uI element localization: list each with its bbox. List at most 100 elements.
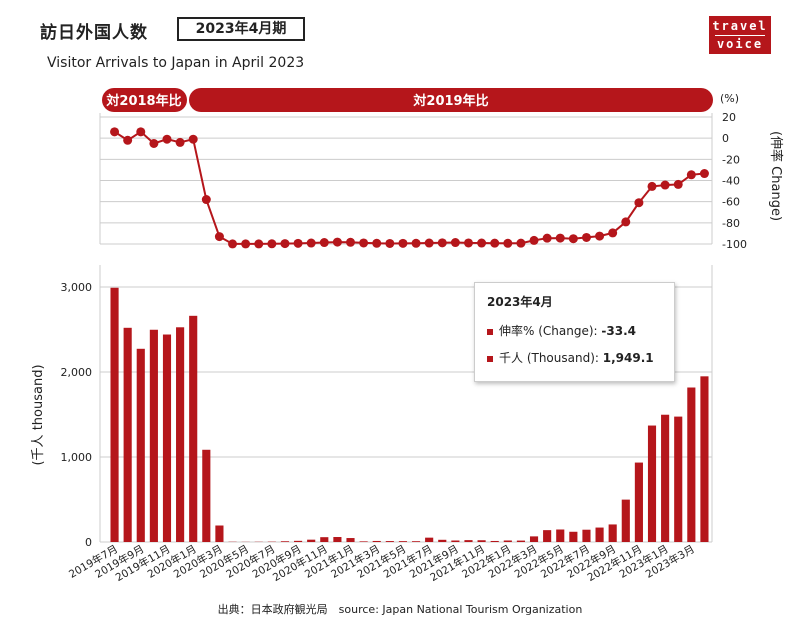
visitor-bar bbox=[149, 329, 158, 542]
visitor-bar bbox=[543, 530, 552, 542]
bar-tick-label: 2,000 bbox=[61, 366, 93, 379]
bar-y-axis-label: (千人 thousand) bbox=[31, 364, 46, 465]
change-point bbox=[424, 238, 434, 248]
change-point bbox=[162, 134, 172, 144]
change-point bbox=[254, 239, 264, 249]
visitor-bar bbox=[202, 449, 211, 542]
comparison-band-2019 bbox=[189, 88, 713, 112]
change-point bbox=[214, 232, 224, 242]
bar-tick-label: 0 bbox=[85, 536, 92, 549]
chart-title-jp: 訪日外国人数 bbox=[40, 23, 148, 43]
visitor-bar bbox=[516, 540, 525, 542]
visitor-bar bbox=[385, 541, 394, 542]
visitor-bar bbox=[162, 334, 172, 542]
change-point bbox=[267, 239, 277, 249]
comparison-label-2019: 対2019年比 bbox=[412, 93, 488, 109]
change-point bbox=[228, 239, 238, 249]
visitor-bar bbox=[451, 540, 460, 542]
change-point bbox=[634, 198, 644, 208]
tooltip-thousand-label: 千人 (Thousand): bbox=[499, 351, 603, 365]
visitor-bar bbox=[398, 541, 408, 542]
change-point bbox=[385, 238, 395, 248]
visitor-bar bbox=[477, 540, 486, 542]
change-point bbox=[647, 181, 657, 191]
line-tick-label: -20 bbox=[722, 153, 740, 166]
visitor-bar bbox=[307, 539, 316, 542]
visitor-bar bbox=[647, 425, 657, 542]
line-tick-label: -100 bbox=[722, 238, 747, 251]
change-point bbox=[581, 232, 591, 242]
change-point bbox=[529, 235, 539, 245]
visitor-bar bbox=[687, 387, 696, 542]
change-point bbox=[673, 179, 683, 189]
tooltip-change-label: 伸率% (Change): bbox=[499, 324, 602, 338]
line-y-axis-label: (伸率 Change) bbox=[768, 131, 784, 221]
tooltip-title: 2023年4月 bbox=[487, 295, 553, 309]
change-point bbox=[595, 231, 605, 241]
change-point bbox=[686, 170, 696, 180]
tooltip-change-swatch bbox=[487, 328, 493, 335]
visitor-bar bbox=[608, 524, 617, 542]
visitor-bar bbox=[425, 537, 434, 542]
change-point bbox=[503, 238, 513, 248]
line-tick-label: 0 bbox=[722, 132, 729, 145]
chart-subtitle: Visitor Arrivals to Japan in April 2023 bbox=[47, 55, 305, 71]
change-point bbox=[319, 238, 329, 248]
visitor-bar bbox=[464, 540, 473, 542]
change-point bbox=[110, 127, 120, 137]
change-point bbox=[516, 238, 526, 248]
comparison-label-2018: 対2018年比 bbox=[105, 93, 181, 109]
visitor-bar bbox=[110, 287, 119, 542]
tooltip-thousand-swatch bbox=[487, 355, 493, 362]
change-point bbox=[175, 137, 185, 147]
visitor-bar bbox=[438, 539, 447, 542]
line-tick-label: -40 bbox=[722, 175, 740, 188]
line-tick-label: 20 bbox=[722, 111, 736, 124]
period-badge: 2023年4月期 bbox=[177, 17, 305, 41]
change-point bbox=[555, 233, 565, 243]
visitor-bar bbox=[661, 414, 670, 542]
change-series-line bbox=[114, 130, 705, 245]
visitor-bar bbox=[700, 376, 709, 542]
change-point bbox=[241, 239, 251, 249]
visitor-bar bbox=[280, 541, 290, 542]
visitor-bar bbox=[320, 537, 329, 542]
visitor-bar bbox=[634, 462, 643, 542]
tooltip-thousand-row: 千人 (Thousand): 1,949.1 bbox=[487, 349, 662, 366]
tooltip-change-value: -33.4 bbox=[601, 324, 636, 338]
change-point bbox=[608, 228, 618, 238]
comparison-band-2018 bbox=[102, 88, 187, 112]
visitor-bar bbox=[176, 327, 185, 542]
logo-text-top: travel bbox=[712, 19, 768, 33]
visitor-bar bbox=[294, 540, 303, 542]
change-point bbox=[437, 238, 447, 248]
visitor-bar bbox=[595, 527, 604, 542]
visitor-bar bbox=[123, 327, 132, 542]
logo-text-bottom: voice bbox=[716, 37, 764, 51]
change-point bbox=[490, 238, 500, 248]
change-point bbox=[699, 169, 709, 179]
travelvoice-logo[interactable]: travel voice bbox=[709, 16, 771, 54]
tooltip-thousand-value: 1,949.1 bbox=[602, 351, 654, 365]
visitor-bar bbox=[569, 531, 578, 542]
visitor-bar bbox=[346, 538, 355, 542]
visitor-bar bbox=[411, 541, 421, 542]
line-tick-label: -60 bbox=[722, 196, 740, 209]
visitor-bar bbox=[674, 416, 683, 542]
tooltip-change-row: 伸率% (Change): -33.4 bbox=[487, 322, 662, 339]
change-point bbox=[568, 234, 578, 244]
change-point bbox=[201, 195, 211, 205]
visitor-bar bbox=[189, 315, 198, 542]
change-point bbox=[477, 238, 487, 248]
change-point bbox=[621, 217, 631, 227]
visitor-bar bbox=[359, 541, 368, 542]
change-point bbox=[293, 238, 303, 248]
visitor-bar bbox=[556, 529, 565, 542]
change-point bbox=[463, 238, 473, 248]
change-point bbox=[346, 237, 356, 247]
visitor-bar bbox=[136, 348, 145, 542]
visitor-bar bbox=[621, 499, 630, 542]
change-point bbox=[411, 238, 421, 248]
logo-divider bbox=[715, 35, 765, 36]
